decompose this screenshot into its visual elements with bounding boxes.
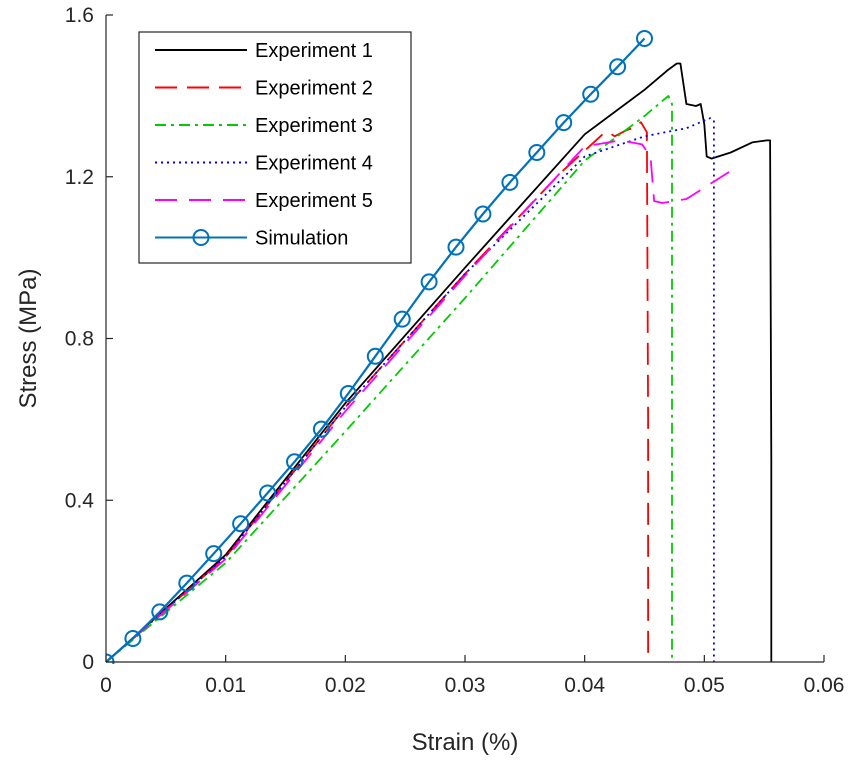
y-tick-label: 0: [82, 651, 94, 674]
data-point: [609, 58, 627, 76]
legend-label: Experiment 3: [255, 115, 373, 137]
data-point: [232, 515, 250, 533]
legend-marker: [192, 229, 210, 246]
series-layer: [106, 30, 773, 664]
legend: Experiment 1 Experiment 2 Experiment 3 Expe…: [138, 31, 412, 264]
data-point: [420, 273, 438, 291]
legend-label: Experiment 1: [255, 40, 373, 62]
legend-item-experiment-5: Experiment 5: [155, 190, 373, 212]
data-point: [178, 574, 196, 592]
series-simulation: [106, 30, 653, 664]
series-experiment-2: [106, 121, 649, 663]
x-tick-label: 0.03: [445, 674, 486, 697]
legend-item-experiment-3: Experiment 3: [155, 115, 373, 137]
legend-box: [138, 31, 412, 264]
tick-labels: 0 0.01 0.02 0.03 0.04 0.05 0.06 0 0.4 0.8 1.2 1.6: [65, 4, 845, 697]
data-point: [366, 347, 384, 365]
series-line-experiment-2: [106, 121, 649, 663]
legend-label: Experiment 5: [255, 190, 373, 212]
x-axis-title: Strain (%): [412, 729, 519, 756]
data-point: [286, 453, 303, 471]
data-point: [582, 85, 600, 103]
legend-item-experiment-2: Experiment 2: [155, 78, 373, 100]
data-point: [339, 385, 357, 402]
y-tick-label: 0.8: [65, 328, 94, 351]
data-point: [501, 173, 519, 191]
x-tick-label: 0.04: [564, 674, 605, 697]
legend-item-experiment-1: Experiment 1: [155, 40, 373, 62]
data-point: [205, 545, 223, 563]
data-point: [259, 484, 277, 502]
y-axis-title: Stress (MPa): [15, 268, 42, 408]
data-point: [636, 30, 653, 47]
legend-item-simulation: Simulation: [155, 228, 348, 250]
series-line-experiment-1: [106, 62, 773, 663]
axes: [105, 14, 825, 663]
data-point: [474, 205, 492, 223]
series-experiment-1: [106, 62, 773, 663]
data-point: [312, 420, 330, 438]
legend-label: Simulation: [255, 228, 348, 250]
x-tick-label: 0: [100, 674, 112, 697]
data-point: [528, 144, 546, 161]
x-tick-label: 0.02: [325, 674, 366, 697]
legend-label: Experiment 2: [255, 78, 373, 100]
y-tick-label: 1.6: [65, 4, 94, 27]
data-point: [555, 114, 573, 132]
series-line-simulation: [106, 37, 646, 663]
data-point: [447, 238, 465, 256]
y-tick-label: 0.4: [65, 489, 95, 512]
x-tick-label: 0.06: [804, 674, 845, 697]
legend-label: Experiment 4: [255, 153, 373, 175]
legend-item-experiment-4: Experiment 4: [155, 153, 373, 175]
data-point: [124, 630, 142, 647]
data-point: [151, 603, 169, 621]
x-tick-label: 0.05: [684, 674, 725, 697]
x-tick-label: 0.01: [205, 674, 246, 697]
data-point: [393, 310, 411, 328]
y-tick-label: 1.2: [65, 166, 94, 189]
